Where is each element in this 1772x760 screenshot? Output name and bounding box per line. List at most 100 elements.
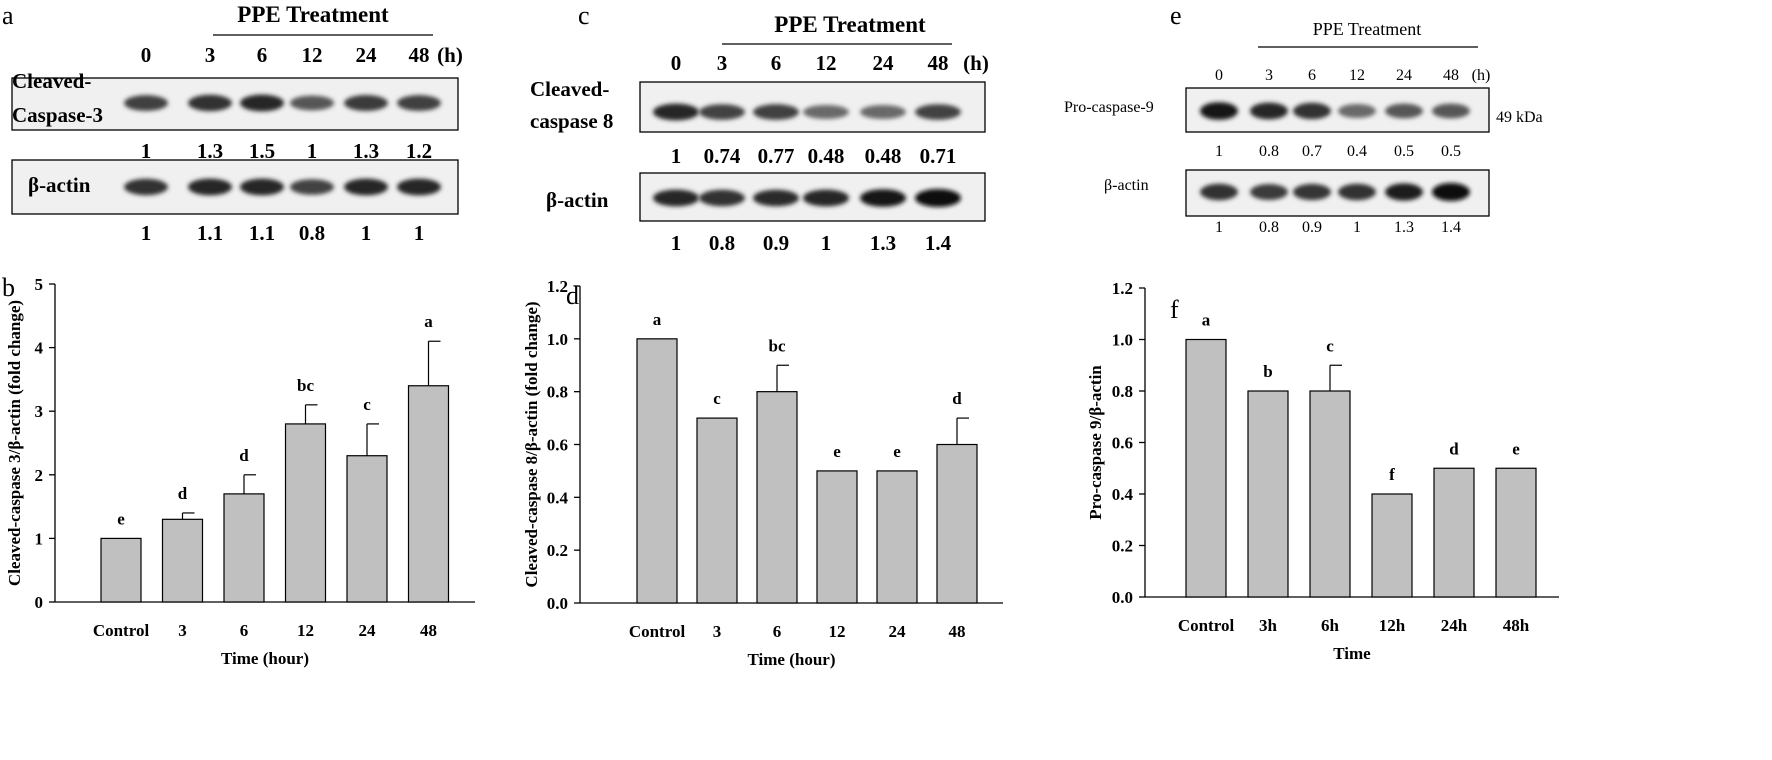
bar	[1247, 390, 1289, 598]
densitometry-value: 0.4	[1347, 143, 1367, 160]
significance-letter: c	[713, 389, 721, 408]
significance-letter: b	[1263, 362, 1272, 381]
bar	[284, 423, 327, 603]
protein-band	[240, 178, 284, 196]
densitometry-value: 0.9	[1302, 219, 1322, 236]
significance-letter: a	[424, 312, 433, 331]
panel-letter-d: d	[566, 281, 579, 310]
densitometry-value: 1.3	[1394, 219, 1414, 236]
bar	[876, 470, 918, 604]
x-tick-label: 48	[420, 621, 437, 640]
densitometry-value: 1.3	[197, 139, 223, 163]
protein-band	[803, 189, 849, 207]
densitometry-value: 1.4	[925, 231, 952, 255]
x-tick-label: Control	[629, 622, 686, 641]
blot-row-label: Pro-caspase-9	[1064, 99, 1154, 116]
densitometry-value: 1.5	[249, 139, 275, 163]
y-tick-label: 1.0	[547, 330, 568, 349]
lane-unit-label: (h)	[437, 43, 463, 67]
protein-band	[699, 189, 745, 207]
densitometry-value: 1	[414, 221, 425, 245]
y-tick-label: 0.0	[547, 594, 568, 613]
panel-letter-b: b	[2, 273, 15, 302]
protein-band	[1293, 183, 1331, 201]
molecular-weight-label: 49 kDa	[1496, 109, 1543, 126]
protein-band	[915, 189, 961, 207]
protein-band	[860, 105, 906, 119]
significance-letter: c	[363, 395, 371, 414]
protein-band	[653, 103, 699, 121]
densitometry-value: 1.3	[870, 231, 896, 255]
densitometry-value: 1	[671, 144, 682, 168]
bar	[636, 338, 678, 604]
treatment-header: PPE Treatment	[237, 2, 389, 27]
x-tick-label: 12h	[1379, 616, 1406, 635]
lane-label: 0	[1215, 67, 1223, 84]
lane-label: 12	[816, 51, 837, 75]
densitometry-value: 0.7	[1302, 143, 1322, 160]
significance-letter: d	[239, 446, 249, 465]
y-tick-label: 0.4	[1112, 485, 1134, 504]
densitometry-value: 1	[141, 139, 152, 163]
protein-band	[124, 178, 168, 196]
densitometry-value: 1.1	[249, 221, 275, 245]
blot-row-label: β-actin	[546, 188, 609, 212]
densitometry-value: 0.5	[1441, 143, 1461, 160]
significance-letter: bc	[769, 336, 786, 355]
significance-letter: e	[893, 442, 901, 461]
y-tick-label: 1.2	[547, 277, 568, 296]
protein-band	[188, 94, 232, 112]
densitometry-value: 1.3	[353, 139, 379, 163]
densitometry-value: 1	[361, 221, 372, 245]
bar-chart-pro-caspase-9: 0.0 0.2 0.4 0.6 0.8 1.0 1.2 a Control b 3h c 6h f 12h d…	[1086, 279, 1559, 663]
densitometry-value: 1.2	[406, 139, 432, 163]
protein-band	[188, 178, 232, 196]
bar	[1495, 467, 1537, 598]
x-tick-label: 3h	[1259, 616, 1278, 635]
y-tick-label: 0.2	[547, 541, 568, 560]
y-tick-label: 0.6	[547, 436, 568, 455]
densitometry-value: 1.4	[1441, 219, 1461, 236]
x-tick-label: Control	[1178, 616, 1235, 635]
densitometry-value: 1	[307, 139, 318, 163]
bar-chart-cleaved-caspase-8: 0.0 0.2 0.4 0.6 0.8 1.0 1.2 a Control c 3 bc 6 e 12 e 24…	[522, 277, 1003, 669]
y-tick-label: 5	[35, 275, 44, 294]
densitometry-value: 1	[1353, 219, 1361, 236]
y-tick-label: 0.2	[1112, 537, 1133, 556]
densitometry-value: 0.9	[763, 231, 789, 255]
bar	[407, 385, 450, 603]
y-axis-title: Pro-caspase 9/β-actin	[1086, 365, 1105, 520]
panel-letter-c: c	[578, 1, 590, 30]
bar	[100, 537, 142, 603]
densitometry-value: 0.71	[920, 144, 957, 168]
protein-band	[1432, 183, 1470, 201]
y-tick-label: 2	[35, 466, 44, 485]
bar	[1185, 338, 1227, 598]
panel-letter-f: f	[1170, 295, 1179, 324]
lane-label: 0	[141, 43, 152, 67]
lane-label: 24	[873, 51, 895, 75]
significance-letter: e	[833, 442, 841, 461]
lane-label: 12	[302, 43, 323, 67]
x-tick-label: 24	[889, 622, 907, 641]
protein-band	[124, 95, 168, 111]
x-tick-label: 48h	[1503, 616, 1530, 635]
significance-letter: d	[178, 484, 188, 503]
significance-letter: a	[1202, 311, 1211, 330]
y-axis-title: Cleaved-caspase 8/β-actin (fold change)	[522, 301, 541, 587]
protein-band	[1338, 183, 1376, 201]
x-axis-title: Time (hour)	[748, 650, 836, 669]
lane-label: 6	[771, 51, 782, 75]
protein-band	[1385, 183, 1423, 201]
x-axis-title: Time	[1333, 644, 1371, 663]
lane-label: 24	[1396, 67, 1412, 84]
y-axis-title: Cleaved-caspase 3/β-actin (fold change)	[5, 300, 24, 586]
densitometry-value: 1	[1215, 219, 1223, 236]
treatment-header: PPE Treatment	[774, 12, 926, 37]
y-tick-label: 4	[35, 339, 44, 358]
y-tick-label: 0.4	[547, 488, 569, 507]
x-tick-label: 3	[713, 622, 722, 641]
protein-band	[344, 95, 388, 111]
